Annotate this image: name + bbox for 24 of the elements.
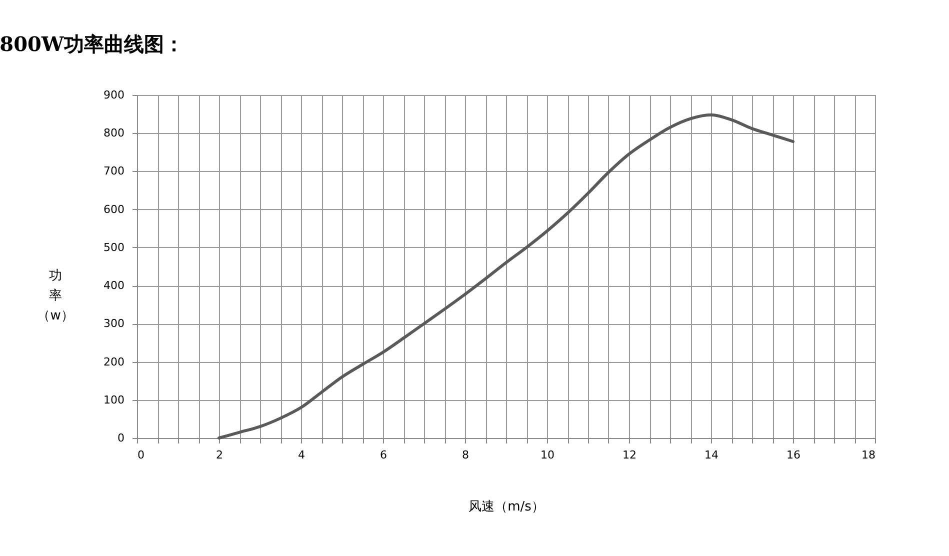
x-axis-title: 风速（m/s）: [468, 500, 544, 514]
y-tick-label: 300: [104, 317, 124, 330]
x-tick-label: 8: [462, 448, 469, 462]
x-tick-label: 6: [380, 448, 387, 462]
y-tick-label: 700: [104, 164, 124, 178]
x-tick-label: 14: [704, 448, 718, 462]
y-tick-label: 800: [104, 126, 124, 140]
y-tick-label: 100: [104, 393, 124, 406]
x-tick-label: 18: [862, 448, 876, 462]
x-tick-label: 10: [540, 448, 554, 462]
x-tick-label: 0: [138, 448, 144, 462]
y-axis-title: 功率（w）: [37, 268, 74, 324]
line-series: [218, 113, 794, 440]
x-tick-label: 12: [622, 448, 636, 462]
y-tick-label: 600: [104, 202, 124, 216]
y-tick-label: 0: [118, 432, 124, 444]
chart-title: 800W功率曲线图：: [0, 32, 184, 56]
x-tick-label: 2: [216, 448, 223, 462]
x-tick-label: 4: [298, 448, 305, 462]
y-tick-label: 500: [104, 240, 124, 254]
y-tick-label: 900: [104, 88, 124, 102]
x-tick-label: 16: [786, 448, 800, 462]
y-tick-label: 400: [104, 279, 124, 292]
y-tick-label: 200: [104, 355, 124, 368]
